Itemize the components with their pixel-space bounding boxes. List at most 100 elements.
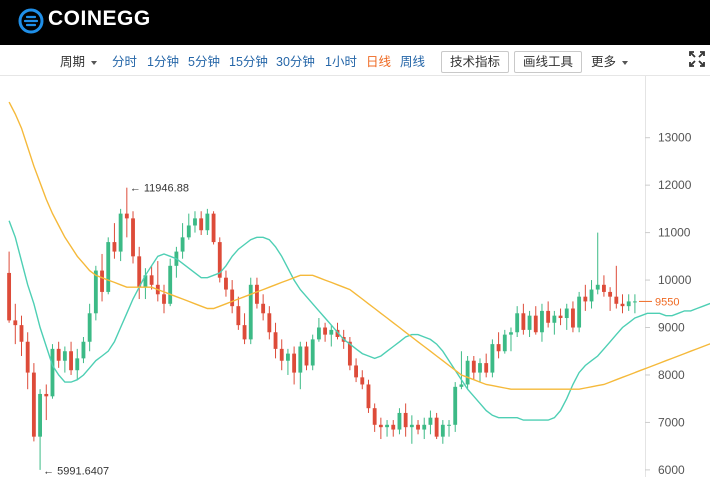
more-dropdown[interactable]: 更多 <box>591 48 629 76</box>
ma-long-line <box>8 101 710 390</box>
candle <box>81 337 86 364</box>
y-tick-label: 10000 <box>658 273 692 287</box>
candle <box>143 268 148 300</box>
candle-body <box>372 408 377 425</box>
candle <box>385 420 389 437</box>
candle <box>602 275 606 297</box>
candle <box>62 346 67 373</box>
drawing-tools-button[interactable]: 画线工具 <box>514 51 583 73</box>
candle-body <box>13 320 18 326</box>
candle <box>286 348 290 375</box>
candle-body <box>583 296 588 302</box>
candle-body <box>168 265 173 304</box>
candle-body <box>366 384 371 409</box>
candle <box>273 322 278 359</box>
interval-tab-timeshare[interactable]: 分时 <box>112 55 138 69</box>
candle <box>230 280 235 314</box>
candle <box>242 313 247 345</box>
candle <box>577 291 582 333</box>
y-tick-label: 13000 <box>658 131 692 145</box>
brand-name: COINEGG <box>48 7 151 30</box>
candle <box>564 303 569 330</box>
period-dropdown[interactable]: 周期 <box>60 48 98 76</box>
candle <box>453 382 458 432</box>
candle <box>217 237 222 283</box>
candle-body <box>279 348 284 361</box>
candle <box>31 363 36 442</box>
coinegg-logo-icon <box>18 8 44 34</box>
candle <box>626 294 631 311</box>
candle-body <box>459 384 464 387</box>
candle-body <box>533 315 538 333</box>
indicators-button[interactable]: 技术指标 <box>441 51 510 73</box>
candle <box>459 351 464 390</box>
interval-tab-1hour[interactable]: 1小时 <box>325 55 357 69</box>
candle-body <box>428 417 433 425</box>
candle-body <box>354 365 358 378</box>
candle <box>316 318 321 342</box>
candle <box>595 232 600 295</box>
candle <box>118 208 123 262</box>
fullscreen-icon[interactable] <box>689 51 705 67</box>
candle-body <box>378 424 383 428</box>
candle <box>106 237 111 295</box>
chart-toolbar: 周期 分时 1分钟 5分钟 15分钟 30分钟 1小时 日线 周线 技术指标 画… <box>0 48 710 76</box>
candle-body <box>626 301 631 307</box>
candle-body <box>304 346 309 366</box>
candle <box>13 303 18 345</box>
candle <box>124 187 129 238</box>
moving-average-lines <box>8 101 710 421</box>
candle-body <box>347 341 352 366</box>
candle-body <box>540 310 544 333</box>
interval-tab-15min[interactable]: 15分钟 <box>229 55 268 69</box>
candle-body <box>205 213 210 231</box>
candle-body <box>87 313 92 342</box>
candle <box>428 410 433 435</box>
candle <box>422 417 427 440</box>
candle-body <box>323 327 328 335</box>
candle <box>131 211 135 264</box>
candle-body <box>329 329 334 335</box>
candle <box>608 287 613 311</box>
candle-body <box>391 424 396 430</box>
candle <box>75 348 80 380</box>
candle-body <box>577 296 582 328</box>
candle <box>571 301 575 333</box>
candle-body <box>31 372 36 437</box>
candle <box>409 415 414 444</box>
interval-tab-30min[interactable]: 30分钟 <box>276 55 315 69</box>
candle <box>589 280 594 309</box>
candle <box>186 213 191 240</box>
candle <box>434 412 439 440</box>
axis-divider <box>645 76 646 477</box>
candle <box>354 358 358 383</box>
candlestick-chart[interactable]: 6000 7000 8000 9000 10000 11000 12000 13000 ← 1… <box>0 76 710 477</box>
candle-body <box>447 424 451 426</box>
candle <box>490 339 495 378</box>
candle-body <box>7 272 12 321</box>
interval-tab-5min[interactable]: 5分钟 <box>188 55 220 69</box>
candle-body <box>571 308 575 328</box>
candle-body <box>484 363 489 373</box>
candle <box>552 310 557 335</box>
interval-tab-1min[interactable]: 1分钟 <box>147 55 179 69</box>
candle <box>440 420 445 444</box>
candle-body <box>56 348 61 361</box>
candle <box>632 294 637 314</box>
candle-body <box>255 284 259 304</box>
candle-body <box>267 313 272 333</box>
candle <box>372 403 377 432</box>
candle-body <box>25 341 30 373</box>
interval-tab-weekly[interactable]: 周线 <box>400 55 426 69</box>
candle <box>335 322 340 340</box>
candle-body <box>552 315 557 323</box>
y-tick-label: 7000 <box>658 415 685 429</box>
interval-tab-daily[interactable]: 日线 <box>366 55 392 69</box>
ma-short-line <box>8 220 710 421</box>
candle-body <box>632 301 637 303</box>
candle <box>496 332 501 359</box>
candle-body <box>19 325 24 342</box>
candle <box>112 223 117 259</box>
chevron-down-icon <box>622 60 629 65</box>
candle-body <box>409 424 414 428</box>
